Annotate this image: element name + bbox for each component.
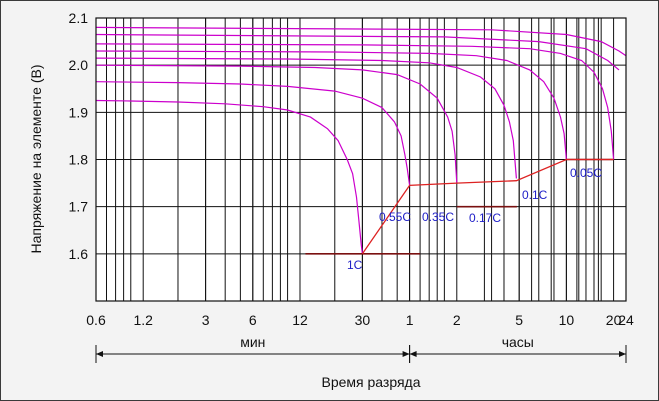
x-tick-label: 1.2 [133,312,153,328]
x-tick-label: 3 [202,312,210,328]
x-tick-label: 24 [618,312,634,328]
end-voltage-lines [305,158,614,255]
discharge-curve-0.17C [95,57,517,179]
y-axis-label: Напряжение на элементе (В) [28,65,44,254]
discharge-curves [95,26,627,254]
discharge-curve [95,26,627,57]
discharge-curve-0.55C [95,81,411,186]
x-tick-label: 1 [406,312,414,328]
series-label-0.55C: 0.55C [379,210,411,224]
plot-border [95,17,627,302]
arrowhead [402,351,410,357]
x-tick-label: 20 [606,312,622,328]
arrowhead [619,351,626,357]
x-tick-label: 10 [559,312,575,328]
y-tick-label: 1.7 [69,199,89,215]
y-tick-label: 1.9 [69,104,89,120]
y-tick-label: 1.8 [69,152,89,168]
series-label-0.17C: 0.17C [469,211,501,225]
x-tick-label: 2 [453,312,461,328]
discharge-curve-1C [95,99,363,254]
x-tick-label: 0.6 [86,312,106,328]
y-tick-label: 2.1 [69,10,89,26]
x-axis-label: Время разряда [321,374,420,390]
discharge-curve-0.05C [95,43,615,160]
discharge-curve-0.35C [95,64,458,184]
x-tick-label: 5 [515,312,523,328]
series-label-0.1C: 0.1C [522,188,548,202]
y-tick-label: 2.0 [69,57,89,73]
x-tick-label: 6 [249,312,257,328]
x-tick-label: 12 [292,312,308,328]
x-tick-label: 30 [355,312,371,328]
discharge-curve-0.1C [95,50,567,160]
arrowhead [409,351,417,357]
discharge-curve [95,33,620,71]
series-label-1C: 1C [347,258,363,272]
unit-group-label: часы [502,334,534,350]
series-labels: 1C 0.55C 0.35C 0.17C 0.1C 0.05C [347,166,602,272]
arrowhead [96,351,103,357]
unit-group-label: мин [240,334,265,350]
series-label-0.35C: 0.35C [422,210,454,224]
y-tick-label: 1.6 [69,246,89,262]
axes: 1.61.71.81.92.02.10.6 1.2 3 6 12 30 1 2 5 10 2024м… [69,10,634,363]
series-label-0.05C: 0.05C [570,166,602,180]
end-voltage-line [361,158,614,255]
